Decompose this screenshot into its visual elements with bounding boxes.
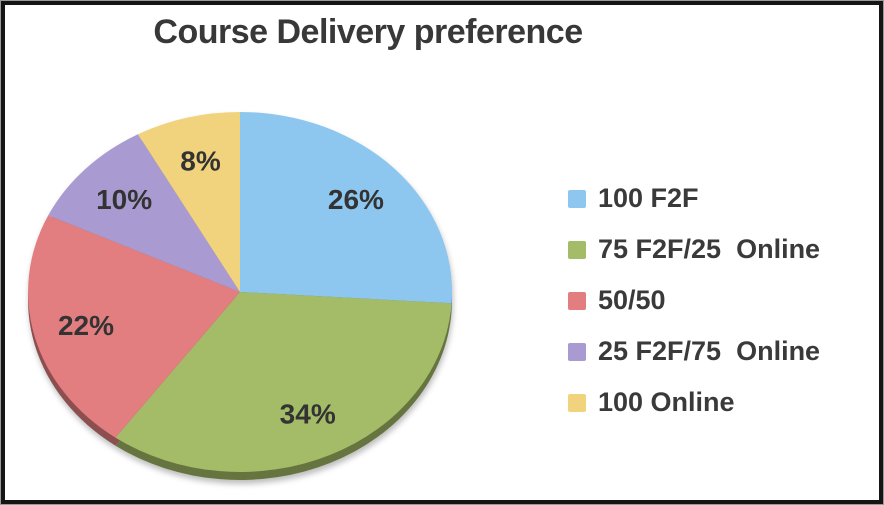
legend-color-swatch xyxy=(568,240,586,259)
pie-slice xyxy=(115,292,452,472)
pie-slice xyxy=(48,134,241,292)
legend-item: 100 F2F xyxy=(568,173,820,224)
legend-color-swatch xyxy=(568,393,586,412)
legend-label: 100 Online xyxy=(598,387,735,417)
pie-slice xyxy=(137,112,240,292)
legend-item: 50/50 xyxy=(568,275,820,326)
pie-slice-percent-label: 34% xyxy=(280,399,336,430)
pie-chart: 26% 34% 22% 10% 8% xyxy=(28,112,453,480)
legend-item: 100 Online xyxy=(568,377,820,428)
legend-label: 75 F2F/25 Online xyxy=(598,234,821,264)
pie-slice-percent-label: 8% xyxy=(180,146,221,177)
legend-color-swatch xyxy=(568,189,586,208)
pie-slice-percent-label: 26% xyxy=(328,184,384,215)
pie-slice-percent-label: 10% xyxy=(96,184,152,215)
legend-color-swatch xyxy=(568,291,586,310)
legend-item: 75 F2F/25 Online xyxy=(568,224,820,275)
pie-slice xyxy=(240,112,453,304)
legend-label: 25 F2F/75 Online xyxy=(598,336,821,366)
legend-label: 50/50 xyxy=(598,285,666,315)
pie-slice xyxy=(28,215,240,438)
legend-label: 100 F2F xyxy=(598,183,699,213)
legend-item: 25 F2F/75 Online xyxy=(568,326,820,377)
legend-color-swatch xyxy=(568,342,586,361)
pie-slice-percent-label: 22% xyxy=(58,310,114,341)
legend: 100 F2F 75 F2F/25 Online 50/50 25 F2F/75… xyxy=(568,173,820,428)
chart-title: Course Delivery preference xyxy=(153,13,583,51)
